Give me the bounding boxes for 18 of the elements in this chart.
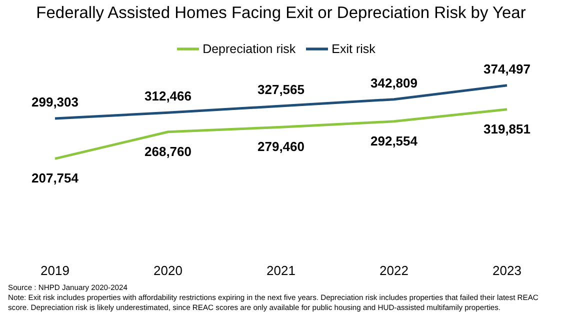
legend-label: Depreciation risk	[202, 42, 296, 56]
legend-label: Exit risk	[332, 42, 376, 56]
data-label: 327,565	[258, 82, 304, 98]
x-tick-label: 2020	[154, 263, 182, 278]
x-tick-label: 2019	[40, 263, 70, 278]
data-label: 299,303	[32, 94, 78, 110]
data-label: 319,851	[484, 121, 530, 136]
data-label: 312,466	[144, 88, 192, 104]
data-label: 207,754	[32, 170, 80, 186]
data-label: 279,460	[258, 139, 304, 154]
chart-title: Federally Assisted Homes Facing Exit or Depreciation Risk by Year	[35, 4, 527, 23]
x-tick-label: 2021	[266, 263, 296, 278]
data-label: 342,809	[370, 75, 418, 90]
data-label: 292,554	[370, 133, 418, 148]
data-label: 268,760	[144, 144, 192, 159]
x-tick-label: 2023	[492, 263, 522, 278]
data-label: 374,497	[484, 61, 530, 76]
x-tick-label: 2022	[380, 263, 408, 278]
